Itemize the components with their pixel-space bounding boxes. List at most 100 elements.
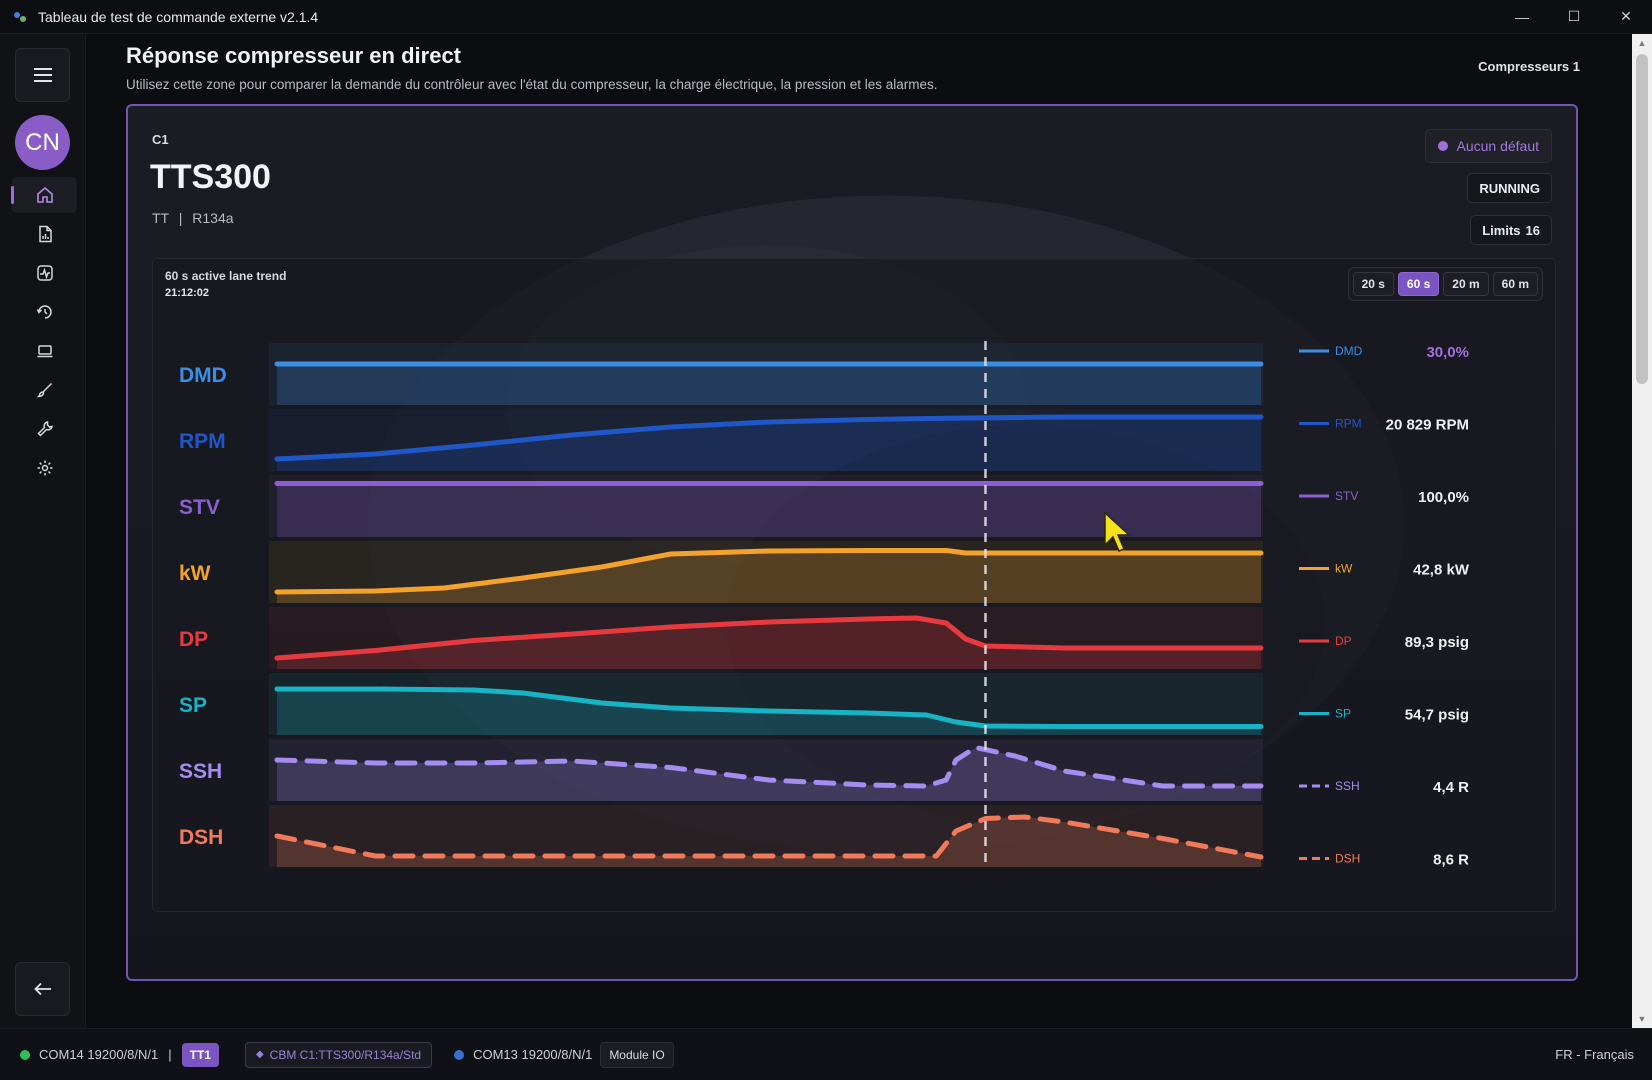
lane-label-dp: DP bbox=[179, 628, 208, 651]
com14-status-dot bbox=[20, 1049, 30, 1060]
fault-status-dot bbox=[1438, 141, 1449, 151]
range-button-20s[interactable]: 20 s bbox=[1352, 272, 1394, 296]
compressor-model: TTS300 bbox=[150, 158, 271, 196]
legend-value-rpm: 20 829 RPM bbox=[1386, 417, 1469, 434]
sidebar-item-edit[interactable] bbox=[12, 372, 77, 408]
trend-time: 21:12:02 bbox=[165, 287, 210, 299]
sidebar: CN bbox=[0, 34, 86, 1028]
status-bar: COM14 19200/8/N/1 | TT1 ◆ CBM C1:TTS300/… bbox=[0, 1028, 1652, 1080]
sidebar-item-settings[interactable] bbox=[12, 450, 77, 486]
title-bar: Tableau de test de commande externe v2.1… bbox=[0, 0, 1652, 34]
running-state-badge[interactable]: RUNNING bbox=[1467, 173, 1552, 203]
subtitle-separator: | bbox=[178, 210, 183, 226]
trend-title: 60 s active lane trend bbox=[165, 269, 287, 283]
compressor-subtitle: TT | R134a bbox=[152, 210, 234, 226]
vertical-scrollbar[interactable]: ▲ ▼ bbox=[1632, 34, 1652, 1028]
app-logo-icon bbox=[14, 11, 26, 22]
trend-chart: DMD DMD 30,0% RPM RPM 20 829 RPM STV STV 100,0% k… bbox=[179, 341, 1470, 869]
hamburger-icon bbox=[33, 68, 52, 82]
lane-background-dmd bbox=[269, 343, 1263, 405]
scroll-up-icon[interactable]: ▲ bbox=[1637, 38, 1647, 48]
range-button-60m[interactable]: 60 m bbox=[1492, 272, 1538, 296]
main-content: Réponse compresseur en direct Utilisez c… bbox=[87, 34, 1632, 1028]
compressor-id: C1 bbox=[152, 132, 169, 147]
gear-icon bbox=[37, 460, 52, 476]
lane-area-dp bbox=[277, 618, 1261, 669]
legend-label-stv: STV bbox=[1335, 489, 1358, 503]
menu-toggle-button[interactable] bbox=[15, 48, 70, 102]
history-icon bbox=[36, 305, 52, 319]
lane-area-stv bbox=[277, 483, 1261, 537]
brush-icon bbox=[36, 382, 52, 398]
com14-port[interactable]: COM14 19200/8/N/1 bbox=[39, 1047, 159, 1062]
lane-area-rpm bbox=[277, 417, 1261, 471]
wrench-icon bbox=[36, 421, 53, 437]
legend-value-ssh: 4,4 R bbox=[1433, 779, 1469, 796]
close-button[interactable]: ✕ bbox=[1620, 8, 1632, 24]
minimize-button[interactable]: — bbox=[1515, 8, 1529, 25]
series-line-dsh bbox=[274, 814, 1264, 860]
scrollbar-thumb[interactable] bbox=[1636, 54, 1648, 384]
laptop-icon bbox=[37, 345, 52, 358]
legend-value-dsh: 8,6 R bbox=[1433, 852, 1469, 869]
sidebar-item-reports[interactable] bbox=[12, 216, 77, 252]
avatar[interactable]: CN bbox=[15, 115, 70, 170]
statusbar-separator: | bbox=[168, 1047, 172, 1062]
compressors-count[interactable]: Compresseurs 1 bbox=[1478, 59, 1580, 74]
series-line-rpm bbox=[274, 414, 1264, 462]
back-button[interactable] bbox=[15, 962, 70, 1016]
series-line-ssh bbox=[274, 745, 1264, 789]
sidebar-item-history[interactable] bbox=[12, 294, 77, 330]
arrow-left-icon bbox=[33, 982, 51, 996]
mouse-cursor-icon bbox=[1104, 511, 1131, 552]
sidebar-item-tools[interactable] bbox=[12, 411, 77, 447]
legend-label-sp: SP bbox=[1335, 707, 1351, 721]
trend-panel: DMD DMD 30,0% RPM RPM 20 829 RPM STV STV 100,0% k… bbox=[152, 258, 1556, 912]
lane-label-dmd: DMD bbox=[179, 364, 227, 387]
com13-port[interactable]: COM13 19200/8/N/1 bbox=[473, 1047, 593, 1062]
legend-label-dp: DP bbox=[1335, 634, 1352, 648]
fault-status-badge[interactable]: Aucun défaut bbox=[1425, 129, 1552, 163]
language-selector[interactable]: FR - Français bbox=[1555, 1047, 1634, 1062]
page-subtitle: Utilisez cette zone pour comparer la dem… bbox=[126, 77, 938, 92]
module-io-badge[interactable]: Module IO bbox=[600, 1041, 674, 1068]
tt1-tag[interactable]: TT1 bbox=[181, 1042, 219, 1067]
range-button-60s[interactable]: 60 s bbox=[1397, 272, 1440, 296]
legend-label-dmd: DMD bbox=[1335, 344, 1363, 358]
legend-label-dsh: DSH bbox=[1335, 852, 1360, 866]
lane-label-kw: kW bbox=[179, 562, 211, 585]
page-title: Réponse compresseur en direct bbox=[126, 43, 462, 68]
window-title: Tableau de test de commande externe v2.1… bbox=[38, 8, 319, 25]
legend-value-dp: 89,3 psig bbox=[1405, 634, 1469, 651]
sidebar-item-home[interactable] bbox=[11, 177, 77, 213]
diamond-icon: ◆ bbox=[255, 1049, 264, 1060]
compressor-type: TT bbox=[152, 210, 169, 226]
cbm-profile-label: CBM C1:TTS300/R134a/Std bbox=[269, 1047, 422, 1062]
legend-label-ssh: SSH bbox=[1335, 779, 1360, 793]
maximize-button[interactable]: ☐ bbox=[1567, 8, 1581, 24]
range-button-20m[interactable]: 20 m bbox=[1443, 272, 1489, 296]
lane-label-rpm: RPM bbox=[179, 430, 226, 453]
sidebar-item-device[interactable] bbox=[12, 333, 77, 369]
limits-label: Limits bbox=[1482, 222, 1521, 238]
document-chart-icon bbox=[38, 225, 52, 243]
lane-background-dp bbox=[269, 607, 1263, 669]
sidebar-item-monitor[interactable] bbox=[12, 255, 77, 291]
lane-area-dmd bbox=[277, 364, 1261, 405]
lane-label-sp: SP bbox=[179, 694, 207, 717]
limits-count: 16 bbox=[1525, 222, 1540, 238]
lane-area-kw bbox=[277, 550, 1261, 603]
com13-status-dot bbox=[454, 1049, 465, 1060]
series-line-kw bbox=[274, 548, 1264, 595]
lane-label-stv: STV bbox=[179, 496, 220, 519]
pulse-icon bbox=[36, 265, 53, 281]
lane-label-dsh: DSH bbox=[179, 826, 223, 849]
legend-value-sp: 54,7 psig bbox=[1405, 707, 1469, 724]
legend-value-dmd: 30,0% bbox=[1426, 344, 1469, 361]
cbm-profile-badge[interactable]: ◆ CBM C1:TTS300/R134a/Std bbox=[244, 1041, 433, 1068]
compressor-card: C1 TTS300 TT | R134a Aucun défaut RUNNIN… bbox=[126, 104, 1578, 981]
lane-area-ssh bbox=[277, 747, 1261, 801]
scroll-down-icon[interactable]: ▼ bbox=[1637, 1014, 1647, 1024]
lane-label-ssh: SSH bbox=[179, 760, 222, 783]
limits-badge[interactable]: Limits 16 bbox=[1470, 215, 1552, 245]
